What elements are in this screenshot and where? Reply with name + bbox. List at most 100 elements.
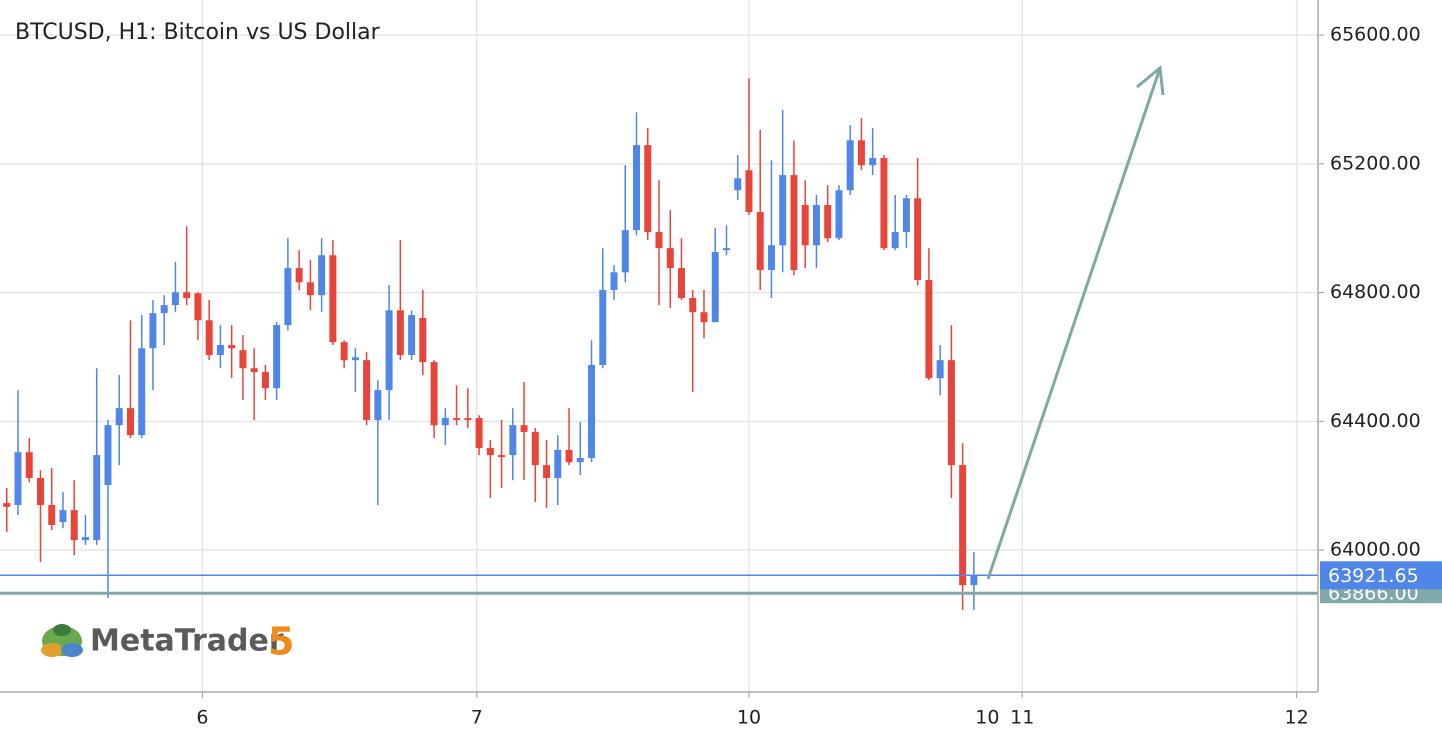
candle-body bbox=[126, 408, 134, 436]
candle-body bbox=[306, 282, 314, 296]
candle-body bbox=[70, 510, 78, 541]
x-tick-label: 7 bbox=[471, 707, 483, 729]
candle-body bbox=[273, 325, 281, 389]
candle-body bbox=[700, 312, 708, 323]
candle-body bbox=[947, 360, 955, 466]
trend-arrow bbox=[986, 67, 1162, 580]
logo-icon bbox=[41, 643, 63, 657]
candle-body bbox=[183, 292, 191, 299]
candle-body bbox=[149, 313, 157, 349]
candle-body bbox=[576, 458, 584, 463]
candle-body bbox=[194, 293, 202, 321]
candle-body bbox=[36, 477, 44, 505]
candle-body bbox=[351, 357, 359, 361]
y-tick-label: 64400.00 bbox=[1330, 410, 1421, 432]
candle-body bbox=[936, 360, 944, 379]
logo-version: 5 bbox=[268, 620, 294, 664]
logo-icon bbox=[53, 624, 71, 636]
candle-body bbox=[554, 449, 562, 478]
candle-body bbox=[531, 431, 539, 466]
candle-body bbox=[363, 360, 371, 421]
candle-body bbox=[430, 362, 438, 426]
candle-body bbox=[644, 145, 652, 233]
candle-body bbox=[329, 255, 337, 343]
candle-body bbox=[250, 368, 258, 373]
candle-body bbox=[138, 348, 146, 436]
y-tick-label: 64800.00 bbox=[1330, 281, 1421, 303]
candle-body bbox=[711, 252, 719, 323]
candle-body bbox=[869, 158, 877, 166]
candle-body bbox=[171, 292, 179, 306]
price-label-box bbox=[1320, 561, 1442, 590]
candle-body bbox=[801, 205, 809, 246]
candle-body bbox=[228, 345, 236, 349]
logo-name: MetaTrader bbox=[90, 624, 284, 659]
trend-arrow-head bbox=[1136, 65, 1165, 96]
candle-body bbox=[812, 205, 820, 246]
candle-body bbox=[925, 280, 933, 379]
candle-body bbox=[509, 425, 517, 456]
y-tick-label: 65600.00 bbox=[1330, 24, 1421, 46]
candle-body bbox=[891, 232, 899, 249]
candle-body bbox=[318, 255, 326, 296]
candle-body bbox=[284, 268, 292, 326]
candle-body bbox=[216, 345, 224, 356]
candle-body bbox=[790, 175, 798, 271]
candle-body bbox=[441, 418, 449, 426]
candle-body bbox=[261, 372, 269, 389]
candle-body bbox=[48, 504, 56, 525]
candle-body bbox=[81, 537, 89, 541]
candle-body bbox=[385, 310, 393, 391]
logo-icon bbox=[61, 643, 83, 657]
candle-body bbox=[857, 140, 865, 166]
price-label: 63921.65 bbox=[1328, 565, 1419, 587]
candle-body bbox=[543, 465, 551, 478]
candle-body bbox=[959, 465, 967, 586]
candle-body bbox=[340, 342, 348, 361]
candle-body bbox=[846, 140, 854, 191]
candle-body bbox=[745, 170, 753, 213]
candle-body bbox=[475, 418, 483, 449]
candle-body bbox=[14, 452, 22, 505]
candle-body bbox=[678, 268, 685, 299]
candle-body bbox=[396, 310, 404, 356]
candle-body bbox=[295, 268, 303, 283]
candle-body bbox=[621, 230, 629, 273]
candle-body bbox=[374, 390, 382, 421]
candle-body bbox=[25, 452, 33, 478]
candles bbox=[0, 78, 1318, 610]
chart-title: BTCUSD, H1: Bitcoin vs US Dollar bbox=[15, 20, 381, 45]
candle-body bbox=[104, 425, 112, 486]
candle-body bbox=[486, 448, 494, 456]
x-tick-label: 10 bbox=[737, 707, 761, 729]
candle-body bbox=[160, 305, 168, 314]
candle-body bbox=[453, 418, 461, 421]
candle-body bbox=[520, 425, 528, 432]
candle-body bbox=[880, 158, 888, 249]
candle-body bbox=[824, 205, 832, 239]
x-tick-label: 6 bbox=[196, 707, 208, 729]
candle-body bbox=[610, 272, 618, 290]
logo: MetaTrader 5 bbox=[41, 620, 294, 664]
overlay bbox=[986, 65, 1165, 580]
candle-body bbox=[93, 455, 101, 541]
candle-body bbox=[970, 575, 978, 586]
candle-body bbox=[779, 175, 787, 246]
candle-body bbox=[599, 289, 607, 365]
candle-body bbox=[3, 503, 11, 507]
candle-body bbox=[419, 317, 427, 363]
candle-body bbox=[835, 190, 843, 239]
candle-body bbox=[588, 364, 596, 459]
candle-body bbox=[722, 248, 730, 251]
candle-body bbox=[59, 510, 67, 523]
candle-body bbox=[767, 245, 775, 271]
candle-body bbox=[239, 350, 247, 369]
candle-body bbox=[205, 320, 213, 356]
candle-body bbox=[115, 408, 123, 426]
x-cursor-label: 10 bbox=[975, 707, 999, 729]
candle-body bbox=[464, 418, 472, 421]
candle-body bbox=[565, 449, 573, 463]
